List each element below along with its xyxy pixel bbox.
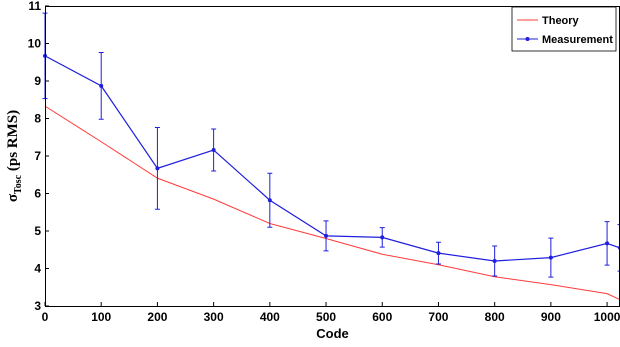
plot-frame <box>45 6 620 307</box>
data-point <box>99 83 104 88</box>
x-tick-label: 700 <box>428 310 448 324</box>
data-point <box>324 233 329 238</box>
data-point <box>380 235 385 240</box>
legend-box <box>511 6 617 52</box>
legend-entry-theory: Theory <box>542 15 580 27</box>
x-tick-label: 1000 <box>594 310 620 324</box>
data-point <box>155 166 160 171</box>
series-layer <box>42 12 620 301</box>
y-tick-label: 11 <box>28 0 41 13</box>
y-tick-label: 6 <box>34 187 41 201</box>
series-measurement <box>42 12 620 278</box>
x-tick-label: 500 <box>316 310 336 324</box>
series-theory <box>44 105 620 301</box>
x-tick-label: 300 <box>204 310 224 324</box>
data-point <box>492 259 497 263</box>
y-tick-label: 10 <box>28 37 42 51</box>
x-axis-label: Code <box>316 326 349 341</box>
legend: Theory Measurement <box>511 6 617 52</box>
y-tick-label: 7 <box>34 149 41 163</box>
y-tick-label: 4 <box>34 262 41 276</box>
y-tick-label: 3 <box>34 299 41 313</box>
series-line-measurement <box>44 55 620 262</box>
data-point <box>605 241 610 246</box>
x-tick-label: 0 <box>42 310 49 324</box>
y-tick-label: 9 <box>34 74 41 88</box>
x-tick-label: 200 <box>147 310 167 324</box>
ticks-layer: 0 100 200 300 400 500 600 700 800 900 1000 3 4 5 6 7 8 9 1… <box>28 0 620 324</box>
legend-entry-measurement: Measurement <box>542 34 613 46</box>
x-tick-label: 400 <box>260 310 280 324</box>
y-axis-label-prefix: σ <box>5 193 21 202</box>
y-tick-label: 8 <box>34 112 41 126</box>
y-axis-label-subscript: Tosc <box>13 174 24 194</box>
data-point <box>436 251 441 256</box>
data-point <box>211 148 216 152</box>
y-axis-label-suffix: (ps RMS) <box>5 110 21 175</box>
x-tick-label: 800 <box>485 310 505 324</box>
series-line-theory <box>44 105 620 301</box>
x-tick-label: 600 <box>372 310 392 324</box>
y-axis-label: σTosc (ps RMS) <box>5 110 24 202</box>
legend-marker-measurement <box>525 37 530 41</box>
data-point <box>548 255 553 260</box>
data-point <box>267 198 272 203</box>
x-tick-label: 100 <box>91 310 111 324</box>
x-tick-label: 900 <box>541 310 561 324</box>
y-tick-label: 5 <box>34 224 41 238</box>
